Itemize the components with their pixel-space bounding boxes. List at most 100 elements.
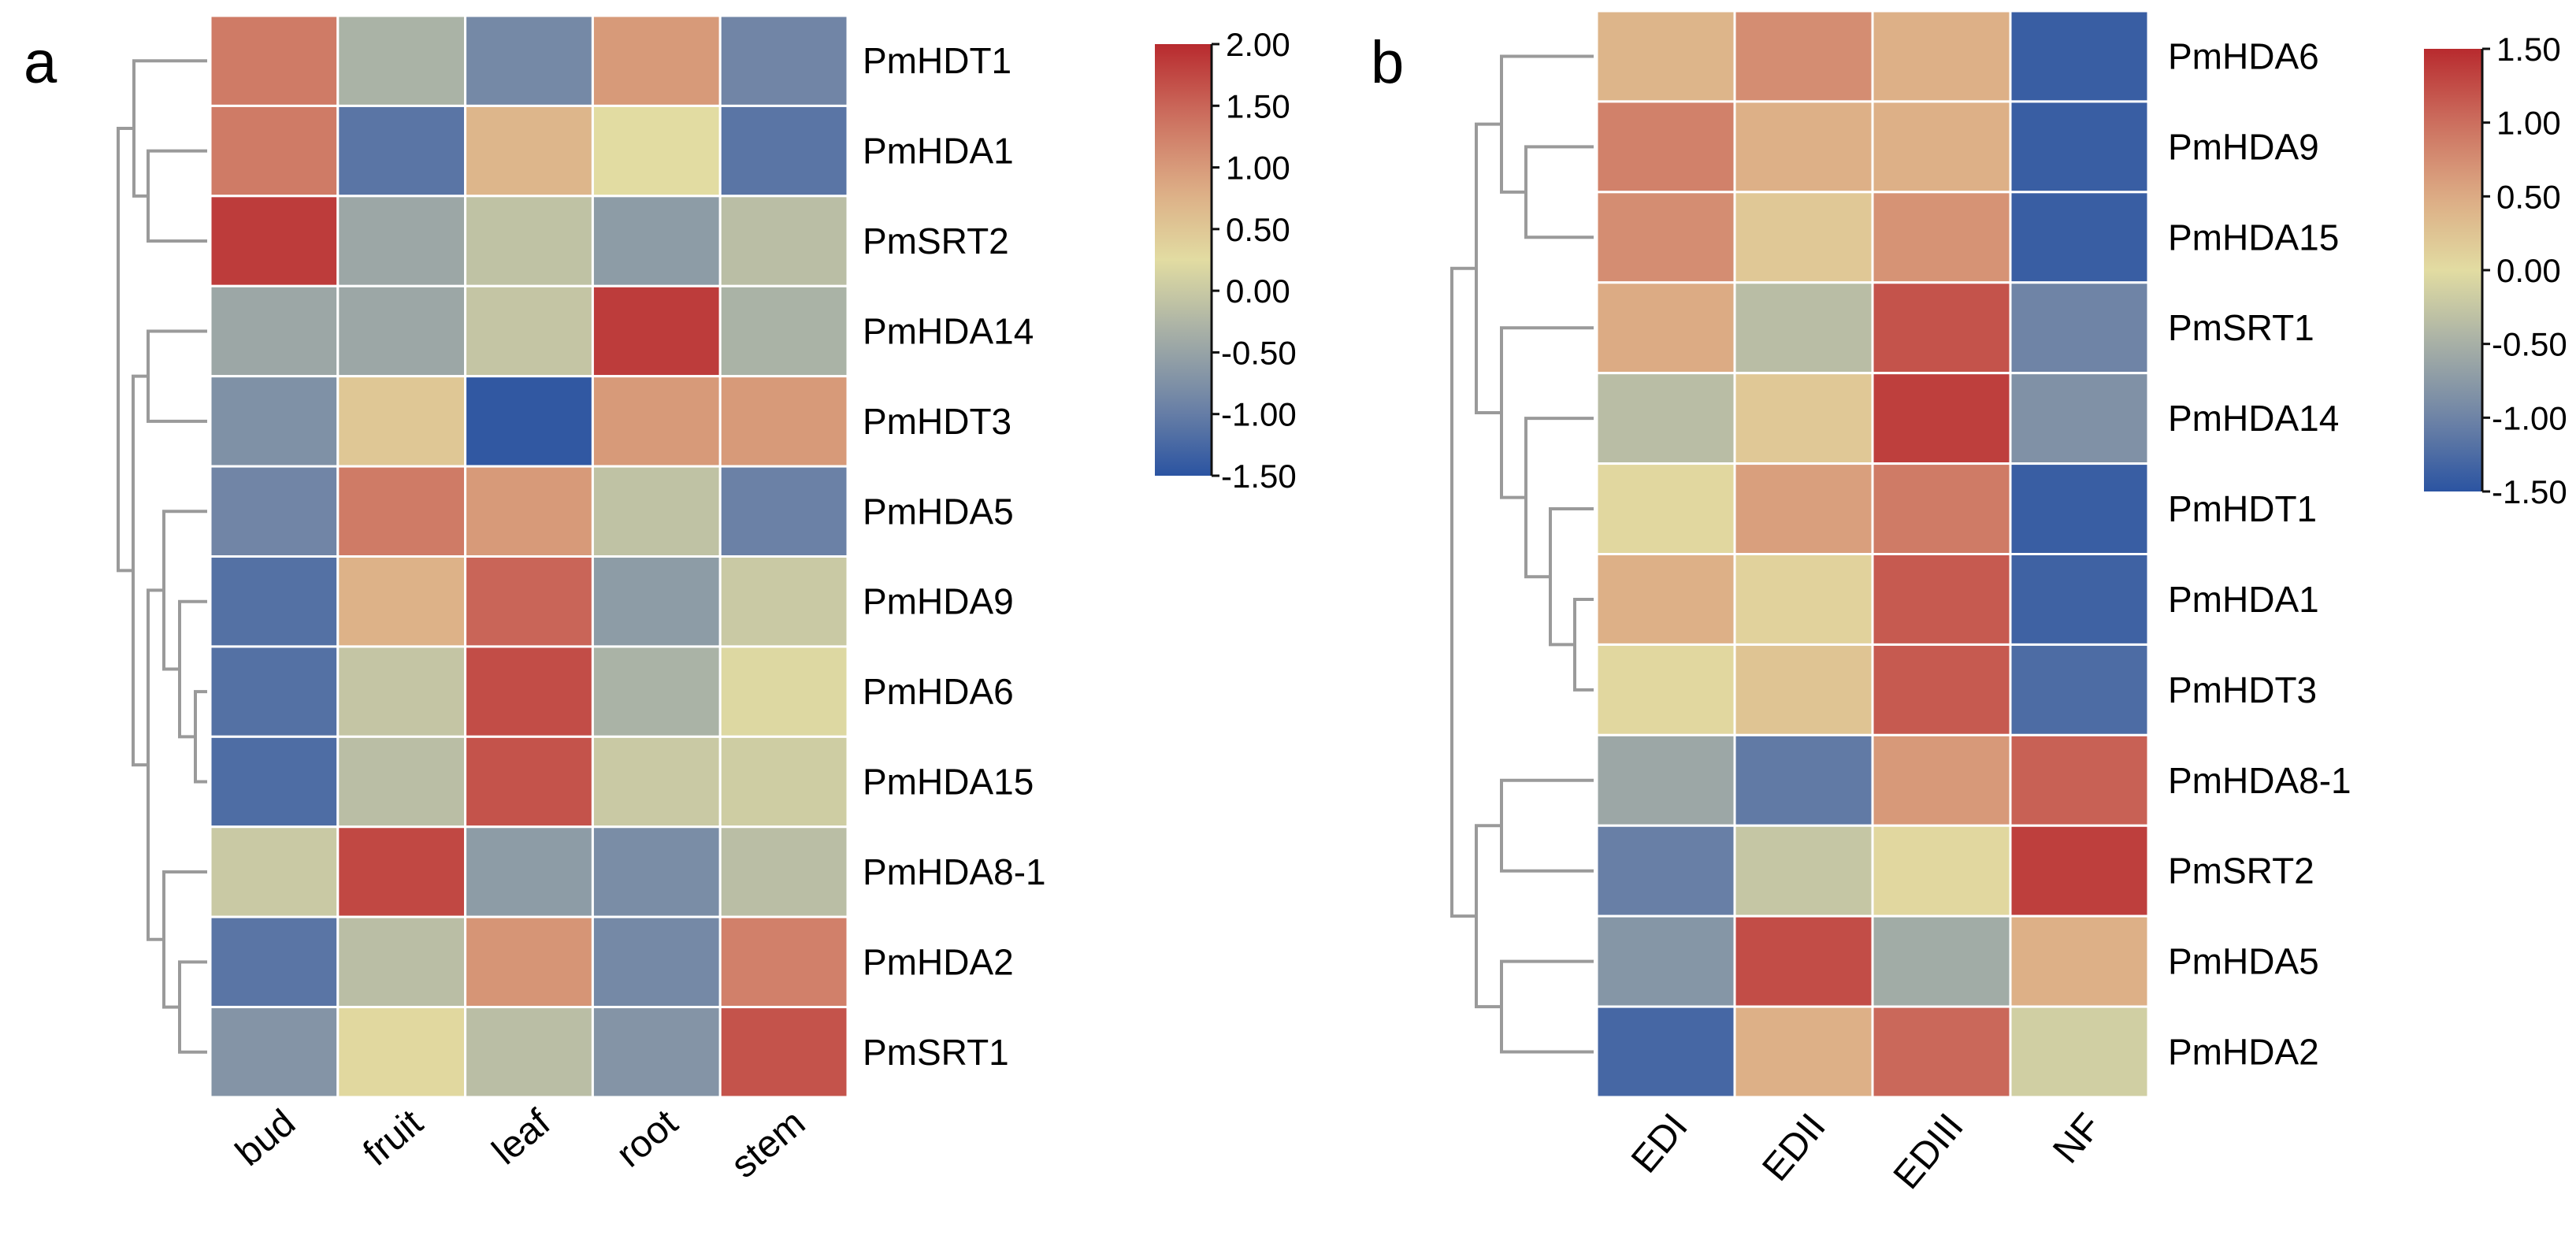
colorbar-tick-label: -0.50 [2492, 326, 2567, 363]
dendrogram-branch [194, 690, 207, 784]
row-label: PmHDA5 [863, 491, 1014, 532]
heatmap-cell [1871, 9, 2012, 103]
heatmap-cell [464, 735, 594, 829]
heatmap-cell [336, 14, 467, 107]
dendrogram-branch [1549, 507, 1594, 647]
heatmap-cell [591, 104, 722, 198]
heatmap-cell [336, 915, 467, 1009]
colorbar-tick-label: -1.00 [1221, 396, 1297, 433]
heatmap-cell [1595, 643, 1736, 736]
heatmap-cell [209, 1006, 340, 1099]
heatmap-panel-a: a PmHDT1 PmHDA1 PmSRT2 PmHDA14 PmHDT3 PmHDA5 Pm… [24, 14, 1297, 1186]
heatmap-cell [464, 195, 594, 287]
colorbar-tick-label: 0.00 [1226, 273, 1290, 310]
heatmap-cell [336, 645, 467, 738]
row-label: PmHDA1 [863, 131, 1014, 172]
heatmap-cell [591, 14, 722, 107]
heatmap-cell [464, 14, 594, 107]
heatmap-cell [464, 375, 594, 468]
row-label: PmHDA6 [863, 671, 1014, 712]
row-label: PmHDA14 [2168, 398, 2339, 439]
heatmap-cell [2009, 643, 2150, 736]
heatmap-cell [591, 375, 722, 468]
heatmap-cell [1595, 733, 1736, 827]
heatmap-cell [1595, 191, 1736, 284]
heatmap-cell [1733, 553, 1874, 646]
dendrogram-branch [1524, 145, 1594, 239]
heatmap-cell [1595, 914, 1736, 1008]
heatmap-cell [2009, 191, 2150, 284]
heatmap-cell [209, 284, 340, 378]
heatmap-cell [2009, 9, 2150, 103]
heatmap-cell [209, 465, 340, 558]
heatmap-cell [718, 195, 849, 287]
row-label: PmSRT1 [2168, 307, 2314, 348]
dendrogram-branch [1500, 326, 1594, 499]
heatmap-cell [2009, 281, 2150, 375]
heatmap-cell [1733, 643, 1874, 736]
heatmap-cell [718, 735, 849, 829]
column-label: bud [228, 1102, 303, 1174]
row-label: PmHDT1 [2168, 488, 2317, 529]
dendrogram-branch [1500, 959, 1594, 1054]
heatmap-cell [591, 735, 722, 829]
heatmap-cell [464, 915, 594, 1009]
dendrogram-branch [1450, 266, 1476, 918]
heatmap-cell [2009, 914, 2150, 1008]
heatmap-cell [1595, 9, 1736, 103]
row-label: PmSRT2 [863, 221, 1009, 261]
heatmap-cell [591, 645, 722, 738]
heatmap-cell [336, 1006, 467, 1099]
heatmap-cell [1871, 553, 2012, 646]
dendrogram-branch [117, 127, 134, 573]
heatmap-cell [336, 284, 467, 378]
heatmap-cell [464, 555, 594, 648]
heatmap-panel-b: b PmHDA6 PmHDA9 PmHDA15 PmSRT1 PmHDA14 PmHDT1 P… [1371, 9, 2567, 1197]
heatmap-cell [209, 915, 340, 1009]
colorbar-tick-label: 1.00 [1226, 150, 1290, 187]
heatmap-cell [718, 555, 849, 648]
heatmap-cell [1871, 643, 2012, 736]
heatmap-cell [1733, 191, 1874, 284]
panel-label: b [1371, 29, 1404, 96]
column-label: fruit [355, 1102, 430, 1174]
heatmap-cell [209, 555, 340, 648]
dendrogram-branch [162, 870, 207, 1009]
colorbar-tick-label: -1.50 [1221, 458, 1297, 495]
row-label: PmHDA15 [863, 762, 1034, 803]
heatmap-cell [209, 645, 340, 738]
heatmap-cell [2009, 372, 2150, 465]
heatmap-cell [1733, 100, 1874, 194]
dendrogram-branch [162, 510, 207, 671]
heatmap-cell [1871, 191, 2012, 284]
colorbar-tick-label: -1.50 [2492, 473, 2567, 510]
colorbar-tick-label: 1.50 [1226, 87, 1290, 124]
heatmap-cell [2009, 1005, 2150, 1099]
row-label: PmHDA9 [2168, 126, 2319, 167]
colorbar-tick-label: -0.50 [1221, 334, 1297, 371]
heatmap-cell [1733, 914, 1874, 1008]
colorbar-tick-label: 1.50 [2496, 31, 2561, 68]
column-label: EDI [1624, 1106, 1696, 1181]
heatmap-cell [591, 555, 722, 648]
heatmap-cell [1595, 100, 1736, 194]
row-label: PmHDA14 [863, 310, 1034, 351]
heatmap-cell [1871, 462, 2012, 555]
row-label: PmSRT2 [2168, 851, 2314, 892]
heatmap-cell [591, 915, 722, 1009]
heatmap-cell [2009, 824, 2150, 918]
heatmap-cell [718, 1006, 849, 1099]
heatmap-cell [209, 195, 340, 287]
colorbar [2424, 49, 2482, 491]
row-label: PmHDA9 [863, 581, 1014, 622]
heatmap-cell [1733, 1005, 1874, 1099]
colorbar-tick-label: 0.50 [2496, 178, 2561, 215]
heatmap-cell [1595, 1005, 1736, 1099]
heatmap-cell [336, 465, 467, 558]
heatmap-cell [464, 465, 594, 558]
heatmap-cell [1871, 733, 2012, 827]
heatmap-cell [209, 375, 340, 468]
heatmap-cell [464, 104, 594, 198]
heatmap-cell [336, 735, 467, 829]
